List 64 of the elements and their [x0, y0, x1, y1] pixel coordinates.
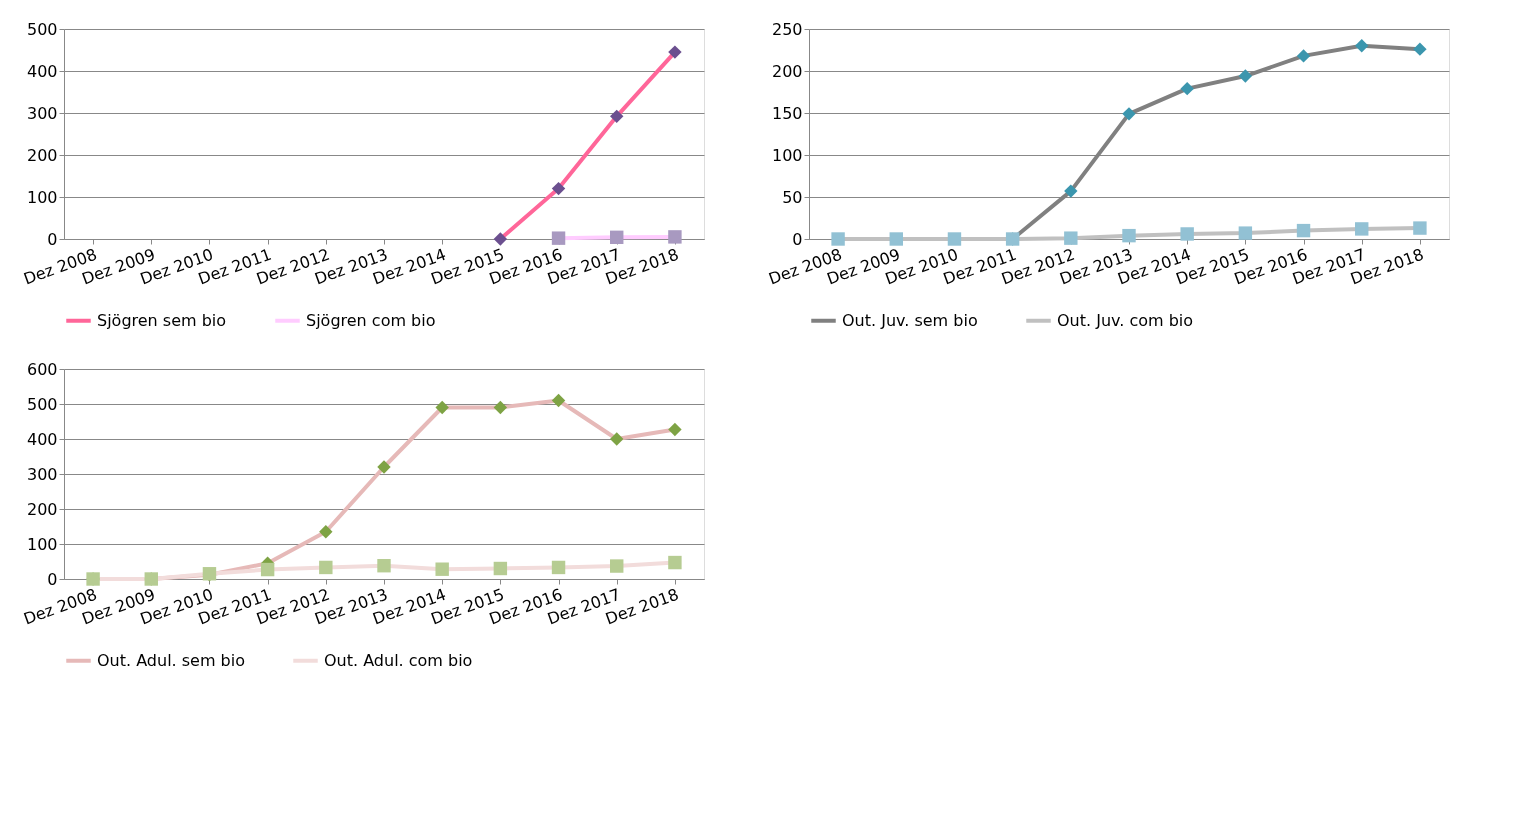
point	[1122, 228, 1136, 243]
point	[551, 181, 566, 196]
point	[1122, 107, 1136, 121]
point	[668, 45, 682, 59]
point	[1413, 42, 1427, 56]
point	[1064, 184, 1078, 198]
y-tick-label: 50	[782, 187, 803, 207]
point	[668, 230, 682, 244]
legend-label: Sjögren sem bio	[97, 310, 227, 330]
point	[1238, 226, 1253, 240]
point	[610, 432, 624, 446]
y-tick-label: 250	[771, 19, 803, 39]
point	[610, 230, 624, 245]
point	[435, 562, 449, 576]
point	[1296, 223, 1311, 238]
point	[1180, 81, 1194, 96]
point	[551, 393, 566, 408]
point	[551, 231, 566, 245]
y-tick-label: 200	[26, 499, 58, 519]
y-tick-label: 400	[26, 429, 58, 449]
y-tick-label: 100	[26, 187, 58, 207]
point	[1064, 231, 1078, 245]
point	[551, 560, 566, 575]
y-tick-label: 600	[26, 359, 58, 379]
point	[377, 558, 391, 573]
point	[435, 400, 449, 415]
point	[831, 232, 845, 246]
point	[1355, 222, 1369, 236]
y-tick-label: 100	[771, 145, 803, 165]
point	[493, 232, 508, 246]
point	[1180, 227, 1194, 241]
legend-label: Out. Adul. com bio	[324, 650, 473, 670]
point	[1413, 221, 1427, 235]
point	[610, 109, 624, 124]
y-tick-label: 500	[26, 19, 58, 39]
y-tick-label: 200	[771, 61, 803, 81]
y-tick-label: 100	[26, 534, 58, 554]
legend-label: Sjögren com bio	[306, 310, 436, 330]
y-tick-label: 0	[47, 229, 58, 249]
point	[1355, 39, 1369, 53]
point	[493, 561, 508, 576]
point	[947, 232, 962, 246]
point	[889, 232, 903, 246]
point	[610, 559, 624, 573]
point	[493, 400, 508, 415]
legend-label: Out. Adul. sem bio	[97, 650, 245, 670]
y-tick-label: 0	[792, 229, 803, 249]
point	[668, 555, 682, 570]
y-tick-label: 150	[771, 103, 803, 123]
point	[319, 560, 333, 575]
point	[1296, 49, 1311, 63]
legend-label: Out. Juv. sem bio	[842, 310, 978, 330]
point	[260, 562, 275, 577]
point	[668, 422, 682, 437]
y-tick-label: 400	[26, 61, 58, 81]
y-tick-label: 0	[47, 569, 58, 589]
point	[319, 525, 333, 539]
point	[377, 460, 391, 474]
y-tick-label: 300	[26, 464, 58, 484]
point	[1238, 69, 1253, 83]
y-tick-label: 200	[26, 145, 58, 165]
y-tick-label: 300	[26, 103, 58, 123]
legend-label: Out. Juv. com bio	[1057, 310, 1194, 330]
y-tick-label: 500	[26, 394, 58, 414]
